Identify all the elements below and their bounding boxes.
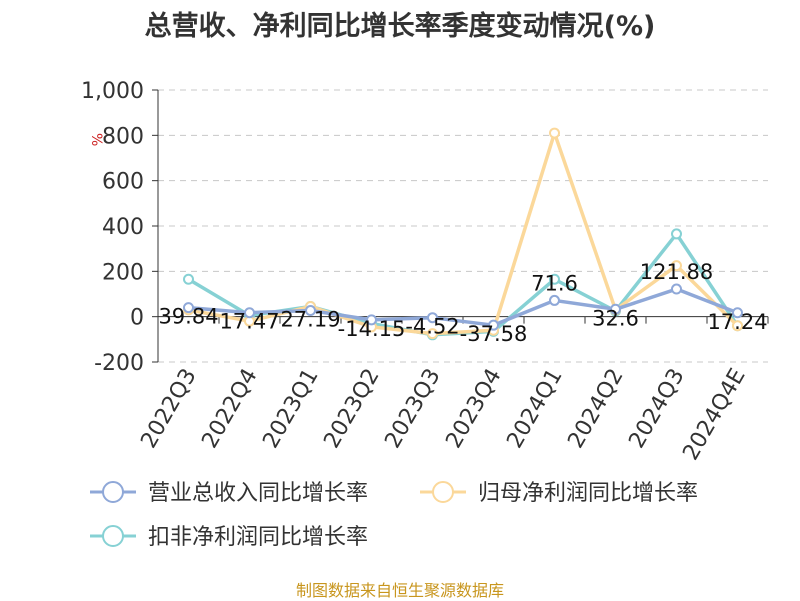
data-label: 32.6 <box>592 306 639 330</box>
data-label: -37.58 <box>460 322 528 346</box>
data-label: 71.6 <box>531 271 578 295</box>
x-tick-label: 2024Q2 <box>563 365 628 453</box>
data-point[interactable] <box>671 228 682 240</box>
data-point[interactable] <box>732 307 743 319</box>
series-lines <box>183 127 743 341</box>
y-axis-ticks: -200 0 200 400 600 800 1,000 <box>81 79 158 376</box>
data-point[interactable] <box>366 314 377 326</box>
y-axis-unit-label: % <box>88 133 104 146</box>
legend-item[interactable]: 营业总收入同比增长率 <box>90 481 368 506</box>
x-tick-label: 2024Q1 <box>502 365 567 453</box>
x-axis-ticks: 2022Q32022Q42023Q12023Q22023Q32023Q42024… <box>136 316 769 465</box>
data-point[interactable] <box>549 294 560 306</box>
series-line <box>188 287 739 327</box>
data-point[interactable] <box>610 303 621 315</box>
chart-title: 总营收、净利同比增长率季度变动情况(%) <box>144 11 656 42</box>
legend-marker <box>102 525 124 547</box>
legend-label: 归母净利润同比增长率 <box>478 481 698 506</box>
data-point[interactable] <box>427 328 438 340</box>
data-label: -14.15 <box>338 317 406 341</box>
data-source-note: 制图数据来自恒生聚源数据库 <box>295 581 504 600</box>
data-label: -4.52 <box>405 315 459 339</box>
data-labels: 39.84 17.47 27.19-14.15 -4.52 -37.58 71.6 32.6… <box>158 260 767 346</box>
x-tick-label: 2022Q4 <box>197 365 262 453</box>
y-tick-label: 600 <box>102 170 144 195</box>
legend-item[interactable]: 扣非净利润同比增长率 <box>90 525 368 550</box>
y-tick-label: -200 <box>94 351 144 376</box>
data-point[interactable] <box>549 127 560 139</box>
y-tick-label: 1,000 <box>81 79 144 104</box>
data-point[interactable] <box>244 307 255 319</box>
x-tick-label: 2022Q3 <box>136 365 201 453</box>
data-label: 17.47 <box>219 310 279 334</box>
series-line <box>188 131 739 336</box>
data-label: 121.88 <box>640 260 713 284</box>
y-tick-label: 400 <box>102 215 144 240</box>
y-tick-label: 0 <box>130 306 144 331</box>
data-point[interactable] <box>488 319 499 331</box>
x-tick-label: 2023Q3 <box>380 365 445 453</box>
data-point[interactable] <box>305 305 316 317</box>
y-tick-label: 800 <box>102 124 144 149</box>
legend-marker <box>432 481 454 503</box>
legend-item[interactable]: 归母净利润同比增长率 <box>420 481 698 506</box>
legend-marker <box>102 481 124 503</box>
data-label: 27.19 <box>280 308 340 332</box>
y-tick-label: 200 <box>102 260 144 285</box>
data-label: 17.24 <box>707 310 767 334</box>
x-tick-label: 2024Q3 <box>624 365 689 453</box>
data-point[interactable] <box>183 273 194 285</box>
data-point[interactable] <box>183 302 194 314</box>
x-tick-label: 2023Q1 <box>258 365 323 453</box>
data-label: 39.84 <box>158 305 218 329</box>
data-point[interactable] <box>671 260 682 272</box>
x-tick-label: 2023Q2 <box>319 365 384 453</box>
legend-label: 扣非净利润同比增长率 <box>148 525 368 550</box>
data-point[interactable] <box>732 320 743 332</box>
x-tick-label: 2024Q4E <box>678 365 750 465</box>
data-point[interactable] <box>427 312 438 324</box>
x-tick-label: 2023Q4 <box>441 365 506 453</box>
data-point[interactable] <box>549 273 560 285</box>
legend-label: 营业总收入同比增长率 <box>148 481 368 506</box>
data-point[interactable] <box>671 283 682 295</box>
